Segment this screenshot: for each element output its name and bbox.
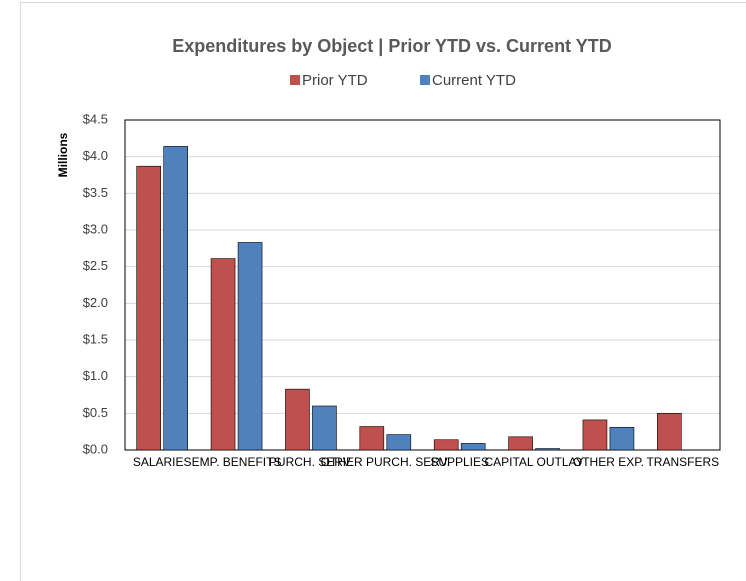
bar — [657, 413, 682, 451]
y-tick-label: $1.0 — [83, 368, 108, 383]
bar — [535, 448, 560, 451]
legend-label: Prior YTD — [302, 72, 368, 89]
x-tick-label: EMP. BENEFITS — [192, 455, 282, 469]
y-tick-label: $0.0 — [83, 441, 108, 456]
y-tick-label: $3.5 — [83, 185, 108, 200]
bar — [508, 436, 533, 451]
x-tick-label: TRANSFERS — [646, 455, 719, 469]
x-tick-label: CAPITAL OUTLAY — [484, 455, 583, 469]
bar — [359, 426, 385, 451]
x-tick-label: OTHER PURCH. SERV. — [321, 455, 450, 469]
y-tick-label: $2.0 — [83, 295, 108, 310]
bar — [285, 388, 310, 451]
y-tick-label: $4.5 — [83, 111, 108, 126]
y-tick-label: $4.0 — [83, 148, 108, 163]
plot-frame — [124, 119, 721, 451]
y-tick-label: $0.5 — [83, 405, 108, 420]
bar — [386, 434, 412, 451]
chart-title: Expenditures by Object | Prior YTD vs. C… — [172, 36, 611, 56]
chart-frame — [20, 2, 746, 581]
x-tick-label: SUPPLIES — [430, 455, 489, 469]
y-tick-label: $1.5 — [83, 331, 108, 346]
y-tick-label: $2.5 — [83, 258, 108, 273]
bar — [582, 419, 608, 451]
bar — [136, 165, 161, 451]
x-tick-label: OTHER EXP. — [573, 455, 644, 469]
x-tick-label: PURCH. SERV. — [269, 455, 353, 469]
legend-label: Current YTD — [432, 72, 516, 89]
bar — [609, 426, 635, 451]
legend-swatch — [420, 75, 430, 85]
x-tick-label: SALARIES — [133, 455, 192, 469]
bar — [312, 405, 337, 451]
y-tick-label: $3.0 — [83, 221, 108, 236]
legend-swatch — [290, 75, 300, 85]
bar — [237, 242, 263, 451]
bar — [433, 439, 459, 451]
bar — [460, 443, 486, 451]
bar — [163, 146, 188, 451]
bar — [210, 258, 236, 451]
y-axis-title: Millions — [56, 132, 70, 177]
